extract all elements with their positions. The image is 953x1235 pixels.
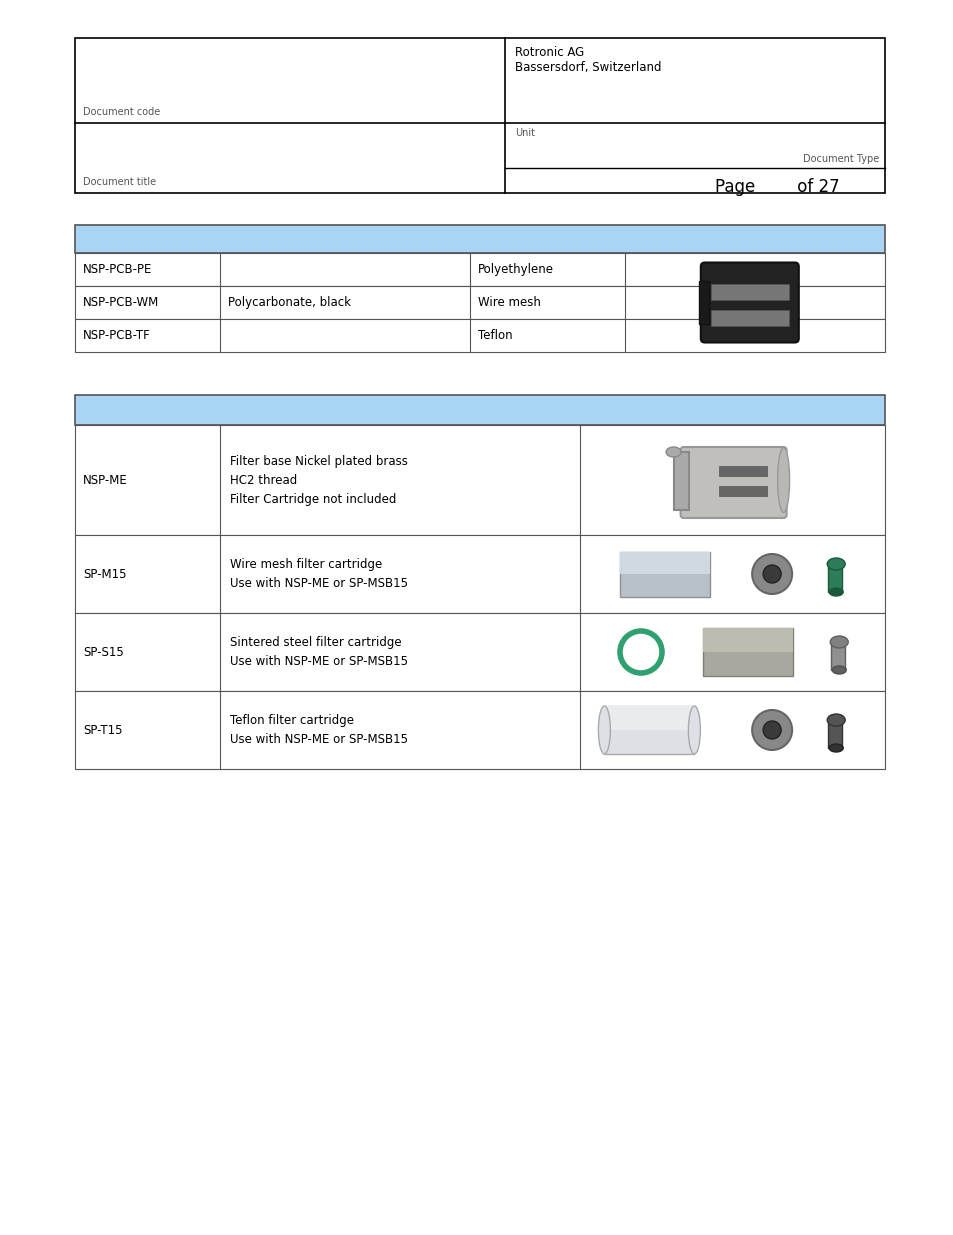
Text: SP-T15: SP-T15: [83, 724, 122, 736]
Text: Document title: Document title: [83, 177, 156, 186]
Bar: [710, 284, 788, 300]
Bar: [75, 425, 884, 535]
Bar: [718, 487, 766, 496]
Bar: [75, 395, 884, 425]
Ellipse shape: [598, 706, 610, 755]
Text: Unit: Unit: [515, 128, 535, 138]
Ellipse shape: [762, 564, 781, 583]
Ellipse shape: [828, 743, 842, 752]
Bar: [619, 552, 709, 574]
FancyBboxPatch shape: [700, 263, 798, 342]
Ellipse shape: [828, 588, 842, 597]
Ellipse shape: [762, 721, 781, 739]
Ellipse shape: [751, 710, 791, 750]
Bar: [710, 310, 788, 326]
Text: Polyethylene: Polyethylene: [477, 263, 554, 275]
Bar: [702, 629, 792, 652]
Ellipse shape: [665, 447, 680, 457]
Ellipse shape: [688, 706, 700, 755]
Text: Page        of 27: Page of 27: [714, 178, 839, 196]
Ellipse shape: [777, 447, 789, 513]
Ellipse shape: [831, 666, 845, 674]
Text: Wire mesh filter cartridge
Use with NSP-ME or SP-MSB15: Wire mesh filter cartridge Use with NSP-…: [230, 558, 408, 590]
Bar: [698, 280, 708, 324]
Bar: [827, 720, 841, 748]
Bar: [75, 692, 884, 769]
Text: SP-S15: SP-S15: [83, 646, 124, 658]
Text: Filter base Nickel plated brass
HC2 thread
Filter Cartridge not included: Filter base Nickel plated brass HC2 thre…: [230, 454, 408, 505]
Bar: [604, 706, 694, 730]
Bar: [673, 452, 688, 510]
Ellipse shape: [619, 631, 661, 673]
Text: NSP-ME: NSP-ME: [83, 473, 128, 487]
Bar: [75, 535, 884, 613]
Ellipse shape: [826, 558, 844, 571]
Bar: [75, 613, 884, 692]
Text: NSP-PCB-WM: NSP-PCB-WM: [83, 296, 159, 309]
Text: NSP-PCB-TF: NSP-PCB-TF: [83, 329, 151, 342]
Bar: [75, 253, 884, 287]
Text: SP-M15: SP-M15: [83, 568, 127, 580]
Bar: [619, 552, 709, 597]
Bar: [830, 642, 844, 671]
Bar: [702, 629, 792, 676]
FancyBboxPatch shape: [679, 447, 786, 517]
Ellipse shape: [829, 636, 847, 648]
Bar: [75, 287, 884, 319]
Text: Teflon filter cartridge
Use with NSP-ME or SP-MSB15: Teflon filter cartridge Use with NSP-ME …: [230, 714, 408, 746]
Text: Document code: Document code: [83, 107, 160, 117]
Bar: [827, 564, 841, 592]
Text: Document Type: Document Type: [801, 154, 878, 164]
Text: Rotronic AG
Bassersdorf, Switzerland: Rotronic AG Bassersdorf, Switzerland: [515, 46, 660, 74]
Bar: [75, 319, 884, 352]
Bar: [604, 706, 694, 755]
Text: Polycarbonate, black: Polycarbonate, black: [228, 296, 351, 309]
Ellipse shape: [751, 555, 791, 594]
Ellipse shape: [826, 714, 844, 726]
Bar: [75, 38, 884, 193]
Text: Wire mesh: Wire mesh: [477, 296, 540, 309]
Bar: [75, 225, 884, 253]
Bar: [718, 466, 766, 475]
Text: NSP-PCB-PE: NSP-PCB-PE: [83, 263, 152, 275]
Text: Teflon: Teflon: [477, 329, 512, 342]
Text: Sintered steel filter cartridge
Use with NSP-ME or SP-MSB15: Sintered steel filter cartridge Use with…: [230, 636, 408, 668]
